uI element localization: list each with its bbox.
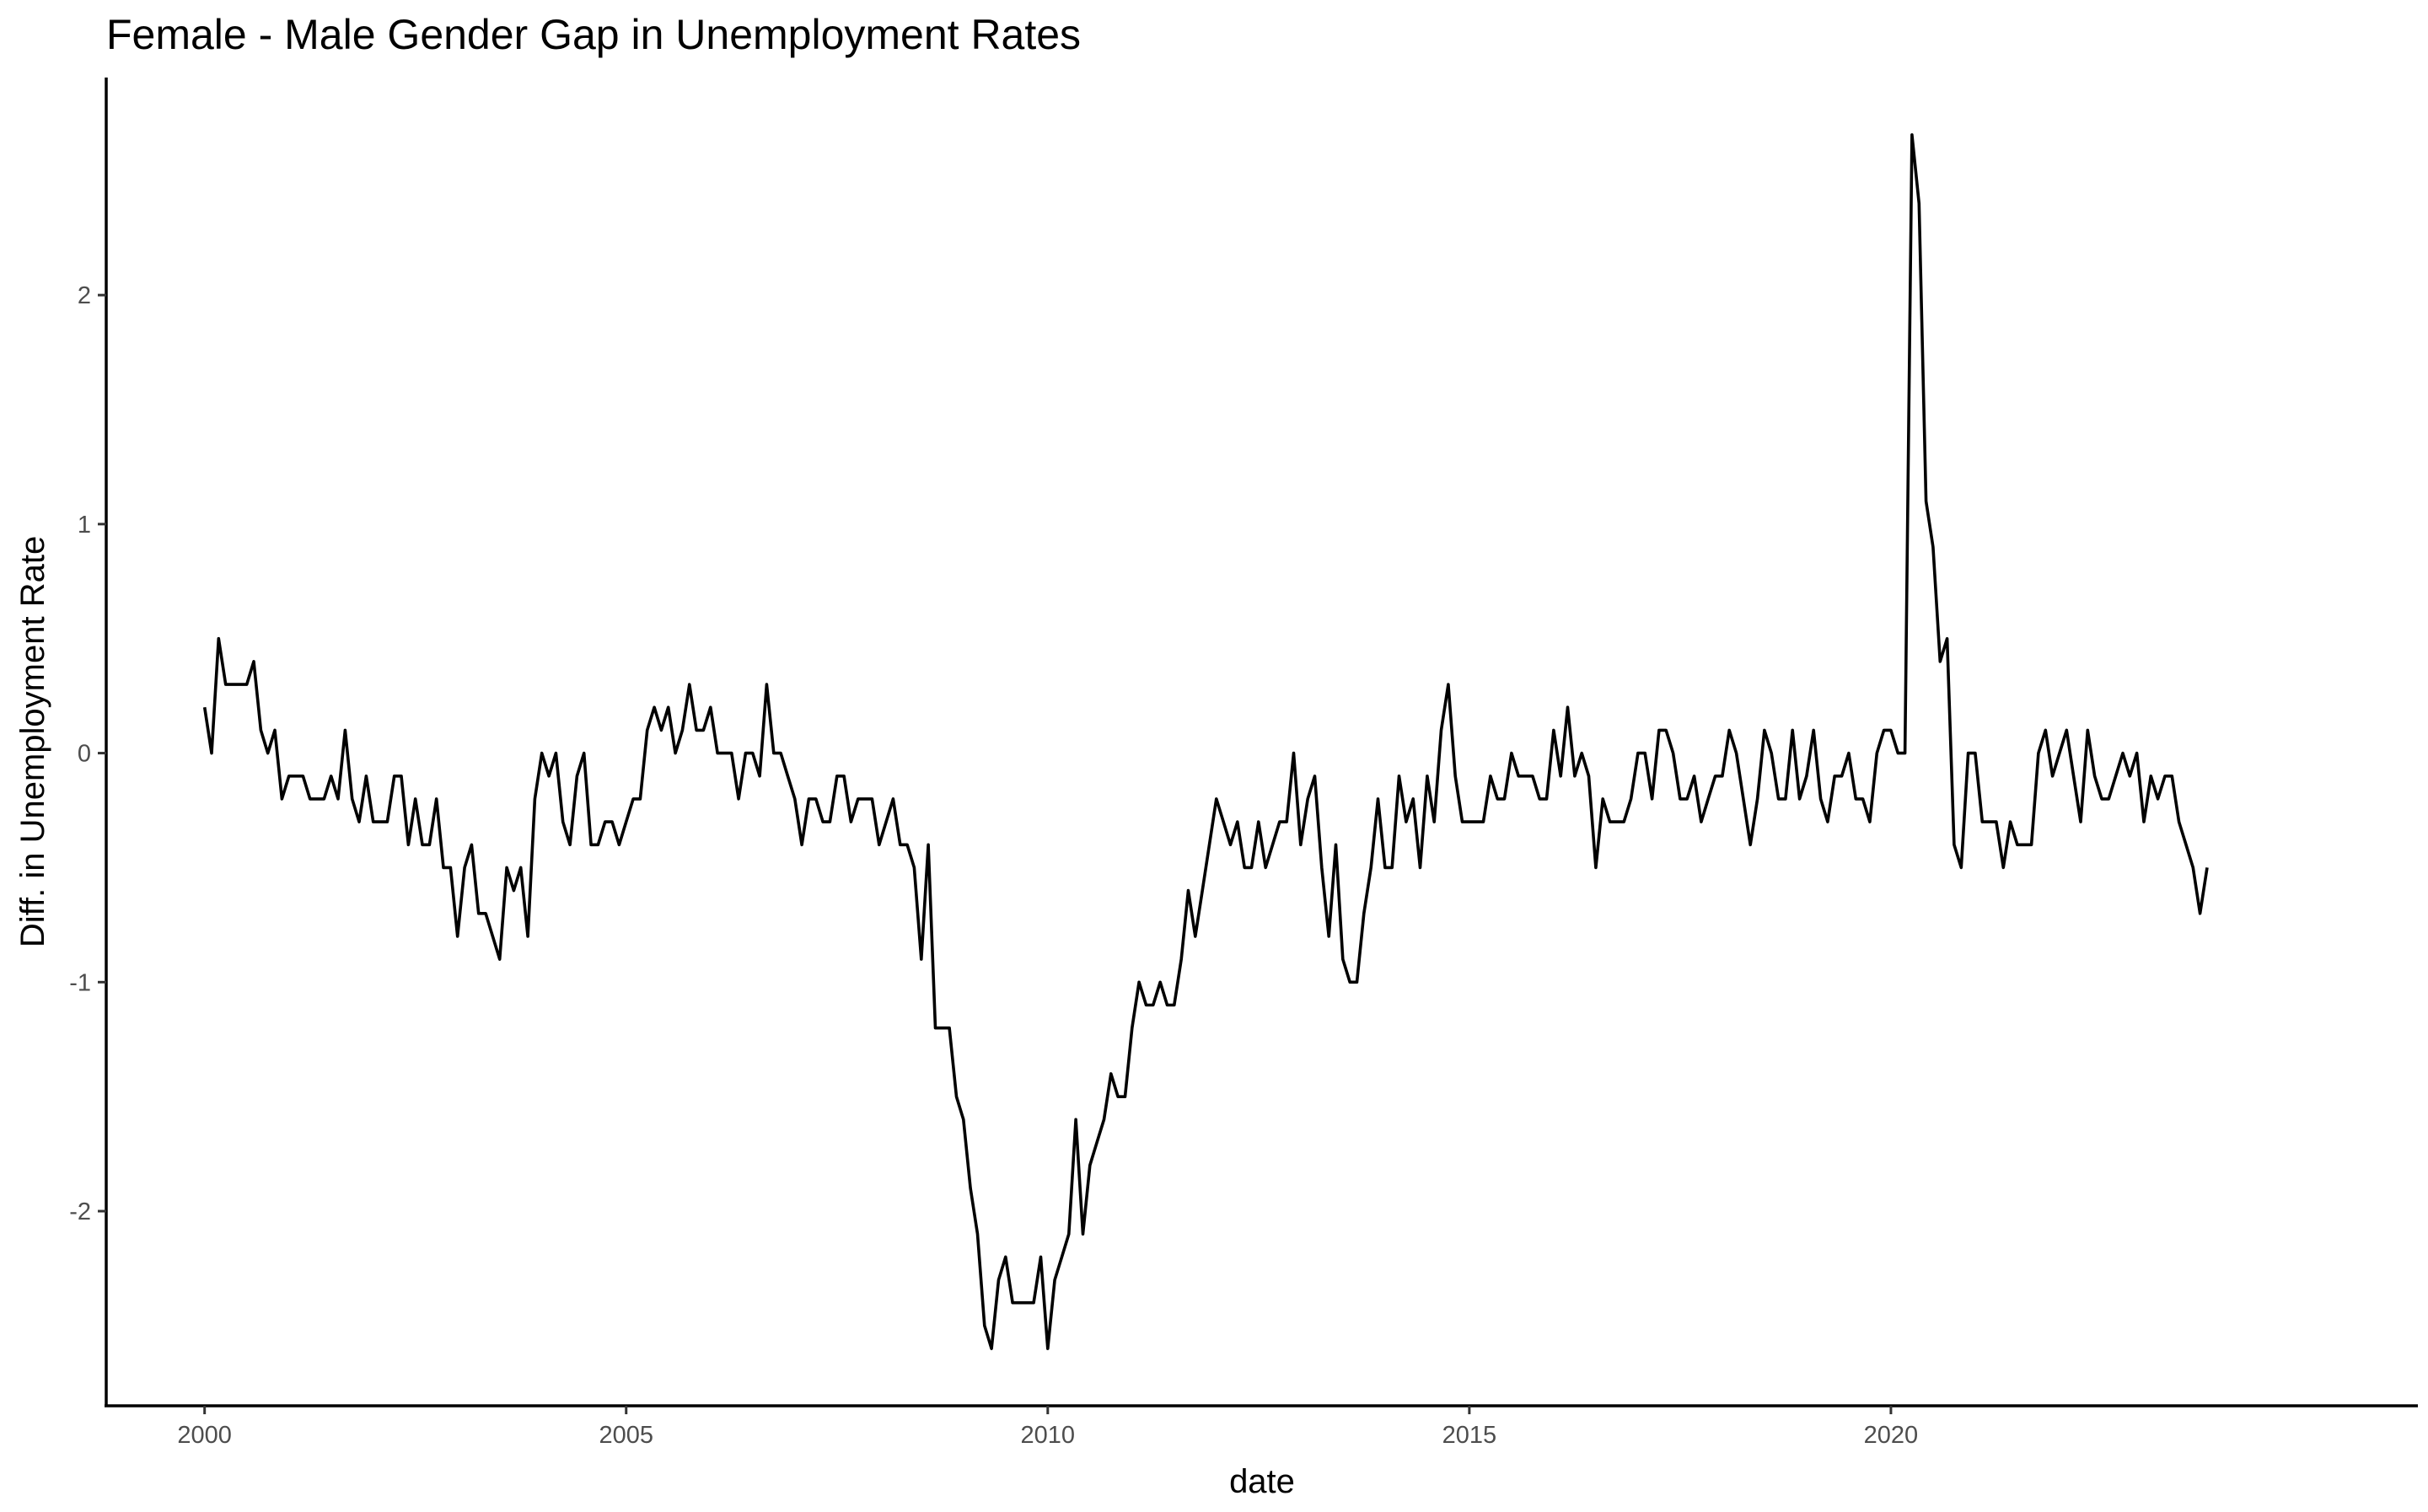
y-tick-label: -2 (69, 1198, 91, 1225)
x-tick-label: 2010 (1021, 1422, 1076, 1449)
y-tick-label: 0 (78, 741, 91, 768)
x-tick-label: 2005 (599, 1422, 653, 1449)
x-tick-label: 2020 (1864, 1422, 1919, 1449)
y-tick-label: -1 (69, 969, 91, 996)
x-tick-label: 2015 (1442, 1422, 1497, 1449)
y-axis-ticks: -2 -1 0 1 2 (69, 282, 106, 1225)
y-axis-title: Diff. in Unemployment Rate (14, 536, 51, 947)
gender-gap-series-line (202, 133, 2209, 1350)
x-axis-ticks: 2000 2005 2010 2015 2020 (177, 1406, 1918, 1449)
x-tick-label: 2000 (177, 1422, 232, 1449)
y-tick-label: 2 (78, 282, 91, 309)
chart-title: Female - Male Gender Gap in Unemployment… (106, 11, 1081, 58)
x-axis-title: date (1229, 1463, 1295, 1500)
y-tick-label: 1 (78, 512, 91, 539)
